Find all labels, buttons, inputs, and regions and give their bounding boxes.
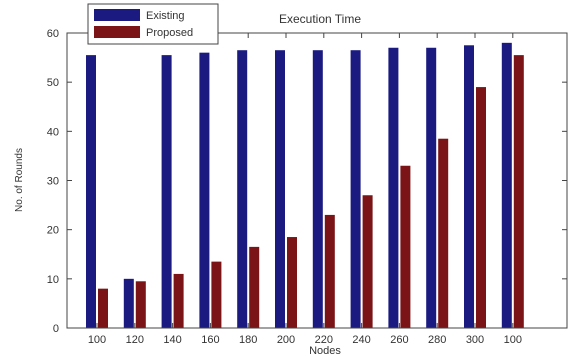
- bar-proposed-5: [287, 237, 297, 328]
- y-tick-label: 0: [53, 323, 59, 335]
- bar-existing-9: [426, 47, 437, 328]
- x-tick-label: 220: [315, 334, 333, 346]
- legend-label-proposed: Proposed: [146, 27, 193, 39]
- legend-swatch-proposed: [94, 26, 140, 38]
- x-tick-label: 180: [239, 334, 257, 346]
- y-tick-label: 60: [47, 28, 59, 40]
- bar-existing-7: [350, 50, 361, 328]
- bar-existing-3: [199, 52, 210, 329]
- bar-existing-4: [237, 50, 248, 328]
- bar-proposed-0: [98, 288, 108, 328]
- x-tick-label: 160: [201, 334, 219, 346]
- y-tick-label: 10: [47, 274, 59, 286]
- bar-existing-5: [275, 50, 285, 328]
- x-tick-label: 100: [88, 334, 106, 346]
- bar-existing-0: [86, 55, 96, 328]
- legend-label-existing: Existing: [146, 10, 185, 22]
- y-tick-label: 50: [47, 77, 59, 89]
- bar-proposed-10: [476, 87, 486, 328]
- bar-proposed-6: [324, 214, 335, 328]
- chart-title: Execution Time: [279, 12, 361, 26]
- x-tick-label: 200: [277, 334, 295, 346]
- bar-proposed-3: [211, 261, 222, 328]
- bar-existing-10: [464, 45, 474, 329]
- x-tick-label: 120: [126, 334, 144, 346]
- x-tick-label: 100: [504, 334, 522, 346]
- bar-existing-6: [312, 50, 323, 328]
- bars-layer: [86, 42, 524, 329]
- bar-proposed-9: [438, 138, 449, 328]
- x-tick-label: 260: [390, 334, 408, 346]
- bar-proposed-4: [249, 246, 260, 328]
- bar-existing-1: [123, 278, 134, 328]
- x-tick-label: 240: [352, 334, 370, 346]
- x-tick-label: 300: [466, 334, 484, 346]
- x-tick-label: 280: [428, 334, 446, 346]
- y-tick-label: 20: [47, 225, 59, 237]
- y-tick-label: 40: [47, 126, 59, 138]
- legend: Existing Proposed: [87, 3, 219, 45]
- ticks-layer: 0 10 20 30 40 50 60 100 120 140 160 180 200 220 240 260…: [47, 28, 567, 346]
- bar-proposed-2: [173, 273, 184, 328]
- x-axis-label: Nodes: [309, 345, 341, 357]
- bar-proposed-1: [135, 281, 146, 328]
- bar-existing-8: [388, 47, 399, 328]
- bar-existing-2: [161, 55, 172, 328]
- legend-swatch-existing: [94, 9, 140, 21]
- bar-existing-11: [501, 42, 512, 328]
- y-tick-label: 30: [47, 176, 59, 188]
- bar-proposed-8: [400, 165, 411, 328]
- bar-proposed-7: [362, 195, 373, 328]
- x-tick-label: 140: [163, 334, 181, 346]
- bar-proposed-11: [513, 55, 524, 328]
- y-axis-label: No. of Rounds: [14, 148, 25, 212]
